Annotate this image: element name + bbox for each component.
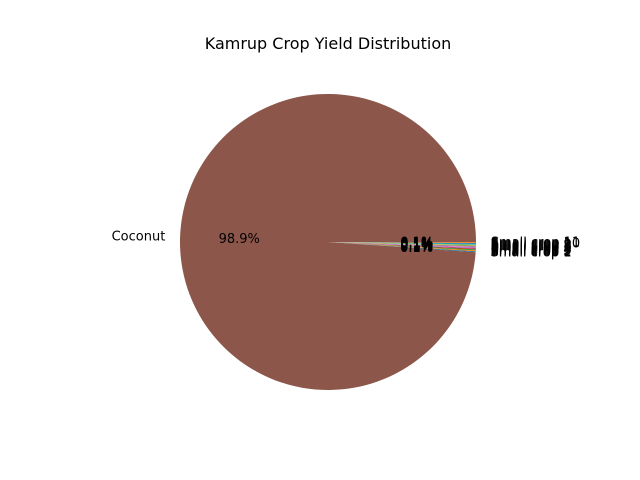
pie-slice-label: Small crop 11	[491, 236, 580, 251]
pie-slice-percent: 0.1%	[400, 239, 433, 254]
pie-slice	[328, 242, 476, 250]
pie-slice	[328, 242, 476, 244]
pie-slice-label: Small crop 2	[491, 245, 572, 260]
pie-slice-percent: 0.1%	[400, 236, 433, 251]
pie-slice-label: Small crop 10	[491, 237, 580, 252]
pie-slices-group	[180, 93, 477, 390]
pie-slice-percent: 0.1%	[400, 239, 433, 254]
pie-slice-percent: 0.1%	[400, 238, 433, 253]
pie-slice	[328, 242, 476, 245]
pie-slice	[328, 242, 476, 249]
pie-slice-label: Small crop 9	[491, 238, 572, 253]
pie-slice-label: Small crop 6	[491, 241, 572, 256]
pie-slice-label: Small crop 5	[491, 242, 572, 257]
pie-slice-percent: 0.1%	[400, 240, 433, 255]
pie-slice	[328, 242, 476, 253]
pie-slice-label: Small crop 7	[491, 240, 572, 255]
pie-slice	[328, 242, 476, 247]
pie-slice	[328, 242, 476, 248]
pie-slice-label: Coconut	[112, 229, 166, 244]
chart-title: Kamrup Crop Yield Distribution	[205, 34, 452, 53]
pie-slice	[328, 242, 476, 246]
pie-slice	[180, 93, 477, 390]
pie-slice-label: Small crop 3	[491, 244, 572, 259]
pie-slice-label: Small crop 8	[491, 239, 572, 254]
pie-slice-label: Small crop 4	[491, 243, 572, 258]
pie-slice	[328, 242, 476, 252]
pie-slice	[328, 242, 476, 251]
pie-labels-group: Coconut 98.9% Small crop 1 0.1% Small crop 2…	[112, 229, 581, 260]
pie-slice-percent: 0.1%	[400, 240, 433, 255]
pie-slice-label: Small crop 1	[490, 246, 571, 261]
pie-slice	[328, 242, 476, 243]
pie-slice-percent: 0.1%	[400, 238, 433, 253]
pie-slice-percent: 0.1%	[400, 241, 433, 256]
pie-slice-percent: 0.1%	[400, 235, 433, 250]
pie-slice-percent: 0.1%	[400, 236, 433, 251]
pie-slice-percent: 0.1%	[400, 237, 433, 252]
pie-slice-percent: 98.9%	[219, 232, 260, 247]
